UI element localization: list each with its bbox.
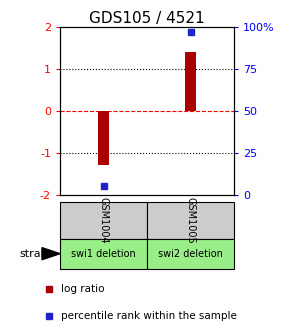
Bar: [147, 239, 234, 269]
Bar: [60, 202, 147, 239]
Bar: [147, 202, 234, 239]
Text: strain: strain: [19, 249, 51, 259]
Bar: [60, 239, 147, 269]
Text: GSM1004: GSM1004: [98, 197, 109, 243]
Bar: [98, 111, 109, 166]
Title: GDS105 / 4521: GDS105 / 4521: [89, 11, 205, 26]
Text: GSM1005: GSM1005: [185, 197, 196, 244]
Text: swi2 deletion: swi2 deletion: [158, 249, 223, 259]
Text: swi1 deletion: swi1 deletion: [71, 249, 136, 259]
Text: log ratio: log ratio: [61, 284, 105, 294]
Bar: [185, 52, 196, 111]
Polygon shape: [42, 248, 60, 260]
Text: percentile rank within the sample: percentile rank within the sample: [61, 311, 237, 321]
